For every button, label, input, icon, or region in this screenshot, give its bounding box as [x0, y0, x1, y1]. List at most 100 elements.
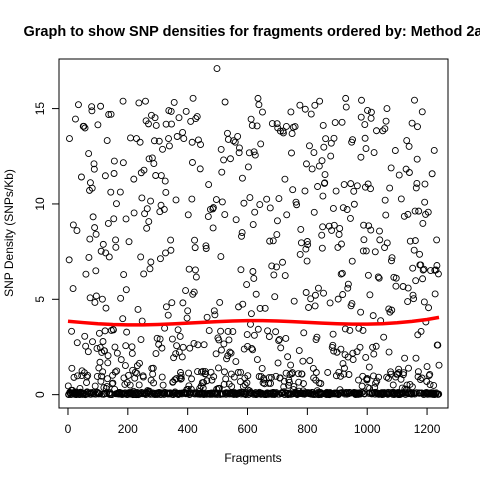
data-point	[341, 325, 349, 333]
data-point	[255, 101, 263, 109]
data-point	[411, 96, 418, 104]
data-point	[210, 307, 218, 315]
data-point	[281, 272, 289, 279]
data-point	[365, 363, 373, 371]
data-point	[69, 285, 77, 292]
data-point	[225, 336, 233, 344]
data-point	[375, 274, 383, 282]
data-point	[172, 375, 180, 382]
data-point	[157, 172, 165, 179]
data-point	[131, 368, 139, 376]
data-point	[307, 110, 315, 118]
data-point	[112, 243, 120, 251]
data-point	[300, 380, 307, 388]
data-point	[423, 363, 431, 371]
data-point	[176, 332, 184, 340]
data-point	[140, 270, 148, 278]
data-point	[135, 381, 143, 389]
data-point	[339, 204, 347, 212]
data-point	[110, 215, 118, 223]
data-point	[263, 195, 271, 203]
data-point	[91, 299, 99, 306]
data-point	[89, 213, 97, 221]
data-point	[254, 94, 262, 102]
data-point	[409, 291, 417, 299]
data-point	[361, 121, 369, 128]
data-point	[213, 65, 221, 72]
data-point	[188, 138, 196, 146]
data-point	[110, 326, 117, 334]
data-point	[357, 113, 365, 121]
data-point	[158, 344, 166, 352]
data-point	[244, 163, 252, 171]
y-axis-label: SNP Density (SNPs/Kb)	[2, 169, 16, 297]
data-point	[374, 273, 382, 281]
data-point	[372, 342, 380, 350]
data-point	[288, 130, 296, 138]
data-point	[164, 311, 172, 319]
data-point	[137, 336, 145, 344]
data-point	[235, 149, 243, 157]
data-point	[88, 103, 96, 111]
data-point	[430, 147, 438, 154]
data-point	[339, 291, 347, 298]
data-point	[392, 282, 400, 290]
data-point	[179, 299, 187, 307]
data-point	[434, 270, 442, 278]
data-point	[248, 345, 256, 352]
data-point	[408, 119, 416, 127]
data-point	[117, 294, 125, 302]
data-point	[430, 381, 438, 389]
data-point	[397, 195, 405, 203]
data-point	[212, 196, 220, 204]
data-point	[151, 114, 159, 122]
data-point	[84, 348, 92, 356]
data-point	[174, 326, 182, 334]
data-point	[103, 137, 111, 145]
data-point	[382, 117, 390, 125]
data-point	[414, 331, 422, 339]
data-point	[339, 360, 347, 368]
data-point	[276, 374, 284, 382]
data-point	[152, 172, 160, 179]
data-point	[83, 373, 91, 381]
data-point	[179, 128, 187, 136]
data-point	[150, 137, 158, 145]
data-point	[261, 304, 269, 312]
data-point	[362, 354, 370, 361]
data-point	[136, 138, 144, 146]
data-point	[73, 227, 81, 234]
x-tick-label: 800	[297, 422, 317, 436]
data-point	[397, 390, 405, 398]
data-point	[330, 221, 338, 229]
data-point	[196, 165, 204, 173]
data-point	[80, 122, 88, 130]
data-point	[209, 224, 217, 232]
data-point	[387, 164, 395, 172]
data-point	[90, 160, 98, 168]
data-point	[347, 214, 354, 222]
data-point	[107, 110, 115, 118]
data-point	[332, 187, 340, 195]
data-point	[364, 107, 371, 114]
data-point	[348, 257, 356, 265]
data-point	[273, 120, 281, 128]
data-point	[204, 213, 212, 221]
data-point	[348, 300, 356, 308]
data-point	[109, 379, 117, 387]
data-point	[416, 250, 424, 258]
data-point	[250, 331, 258, 339]
data-point	[395, 365, 403, 373]
data-point	[160, 205, 168, 213]
data-point	[290, 297, 298, 305]
data-point	[116, 188, 124, 196]
data-point	[287, 361, 295, 369]
data-point	[431, 290, 439, 298]
data-point	[367, 114, 375, 122]
data-point	[281, 175, 289, 183]
data-point	[314, 183, 321, 190]
data-point	[98, 295, 106, 303]
data-point	[301, 187, 309, 195]
data-point	[155, 137, 163, 145]
data-point	[350, 187, 358, 195]
